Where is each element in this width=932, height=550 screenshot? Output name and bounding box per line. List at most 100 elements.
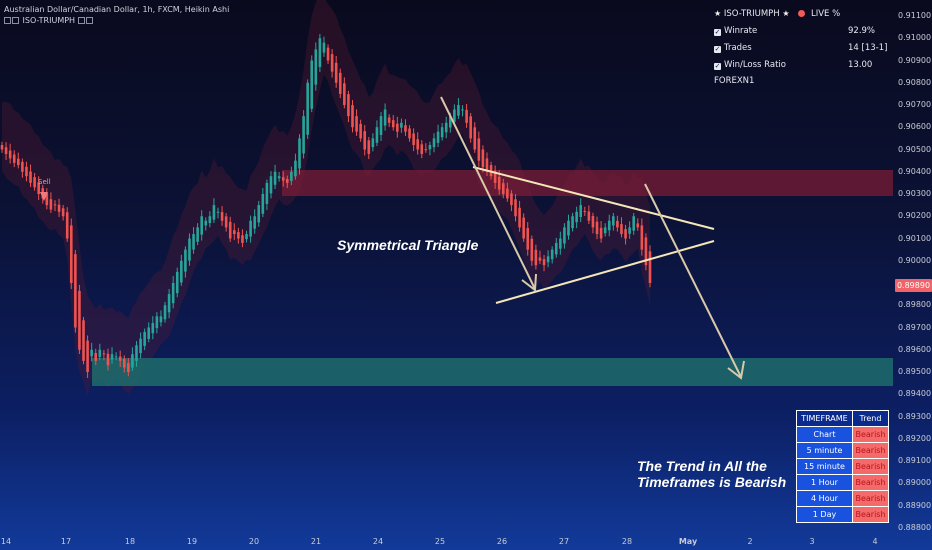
time-tick: 20 — [248, 537, 260, 546]
price-tick: 0.89000 — [898, 478, 932, 488]
candle-body — [501, 183, 505, 194]
indicator-icon — [77, 17, 85, 24]
candle-body — [21, 161, 24, 172]
price-tick: 0.90800 — [898, 77, 932, 87]
candle-body — [481, 149, 485, 168]
candle-body — [387, 117, 391, 123]
candle-body — [106, 353, 110, 366]
triangle-upper-line — [472, 166, 715, 230]
candle-body — [522, 217, 525, 239]
candle-body — [290, 171, 293, 181]
candle-body — [493, 170, 497, 183]
candle-body — [567, 220, 570, 236]
candle-body — [571, 216, 574, 229]
candle-body — [595, 221, 599, 235]
live-label: LIVE % — [810, 9, 841, 19]
candle-body — [465, 109, 468, 123]
time-axis[interactable]: 14 17 18 19 20 21 24 25 26 27 28 May 2 3 4 — [0, 533, 893, 550]
price-tick: 0.90200 — [898, 211, 932, 221]
table-row: 5 minute Bearish — [796, 442, 889, 459]
candle-body — [25, 166, 28, 177]
candle-body — [159, 316, 163, 323]
candle-body — [351, 105, 354, 128]
candle-body — [37, 182, 40, 194]
time-tick: 14 — [0, 537, 12, 546]
symbol-title: Australian Dollar/Canadian Dollar, 1h, F… — [4, 5, 230, 14]
trend-table: TIMEFRAME Trend Chart Bearish 5 minute Bea… — [796, 410, 889, 523]
candle-body — [135, 345, 138, 361]
candle-body — [338, 72, 342, 94]
indicator-icon — [4, 17, 11, 24]
candle-body — [175, 271, 179, 294]
trend-cell: Bearish — [852, 458, 889, 475]
candle-body — [4, 147, 8, 154]
price-tick: 0.90900 — [898, 55, 932, 65]
candle-body — [180, 260, 183, 283]
timeframe-cell: 4 Hour — [796, 490, 853, 507]
price-axis[interactable]: 0.91100 0.91000 0.90900 0.90800 0.90700 0.906… — [893, 0, 932, 550]
stat-label: Winrate — [724, 26, 758, 36]
candle-body — [506, 188, 509, 199]
price-tick: 0.90700 — [898, 100, 932, 109]
arrow-head-1 — [521, 273, 537, 292]
price-tick: 0.91000 — [898, 33, 932, 43]
candle-body — [461, 109, 464, 111]
candle-body — [302, 116, 305, 154]
arrow-drawings[interactable] — [440, 96, 745, 380]
trend-cell: Bearish — [852, 474, 889, 491]
candle-body — [147, 327, 151, 339]
candle-body — [510, 193, 513, 206]
time-tick: 26 — [496, 537, 508, 546]
checkbox-icon: ✓ — [714, 45, 721, 53]
candle-body — [563, 227, 566, 244]
candle-body — [559, 238, 562, 249]
candle-body — [371, 138, 375, 148]
price-tick: 0.89800 — [898, 300, 932, 310]
candle-body — [17, 158, 20, 166]
price-tick: 0.89400 — [898, 389, 932, 399]
candle-body — [330, 54, 334, 72]
candle-body — [281, 177, 285, 181]
candle-body — [648, 251, 652, 283]
price-tick: 0.90100 — [898, 233, 932, 243]
live-dot-icon — [798, 10, 806, 17]
sell-label: Sell — [38, 178, 51, 186]
star-icon: ★ — [782, 9, 790, 18]
candle-body — [74, 254, 77, 328]
candle-body — [318, 38, 322, 68]
price-tick: 0.90000 — [898, 255, 932, 265]
candle-body — [550, 249, 554, 260]
candle-body — [416, 139, 419, 150]
candle-body — [224, 216, 228, 228]
current-price-label: 0.89890 — [895, 279, 932, 292]
candle-body — [212, 205, 216, 220]
candle-body — [265, 182, 269, 204]
time-tick: 18 — [124, 537, 136, 546]
time-tick: 19 — [186, 537, 198, 546]
price-tick: 0.88800 — [898, 522, 932, 532]
candle-body — [538, 257, 542, 261]
time-tick: 25 — [434, 537, 446, 546]
checkbox-icon: ✓ — [714, 28, 721, 36]
candle-body — [45, 193, 49, 206]
candle-body — [575, 211, 578, 223]
support-zone — [92, 358, 893, 386]
star-icon: ★ — [714, 9, 722, 18]
candle-body — [599, 227, 603, 239]
candle-body — [363, 131, 367, 150]
candle-body — [269, 176, 273, 194]
indicator-icon — [12, 17, 19, 24]
candle-body — [131, 354, 134, 368]
indicator-legend[interactable]: ISO-TRIUMPH — [4, 16, 94, 26]
time-tick: 17 — [60, 537, 72, 546]
candle-body — [347, 94, 350, 117]
candle-body — [127, 363, 130, 372]
candle-body — [546, 256, 550, 263]
candle-body — [579, 205, 583, 217]
chart-plot[interactable] — [0, 0, 893, 533]
candle-body — [542, 259, 546, 266]
candle-body — [208, 216, 212, 224]
candle-body — [412, 133, 415, 146]
table-row: 15 minute Bearish — [796, 458, 889, 475]
